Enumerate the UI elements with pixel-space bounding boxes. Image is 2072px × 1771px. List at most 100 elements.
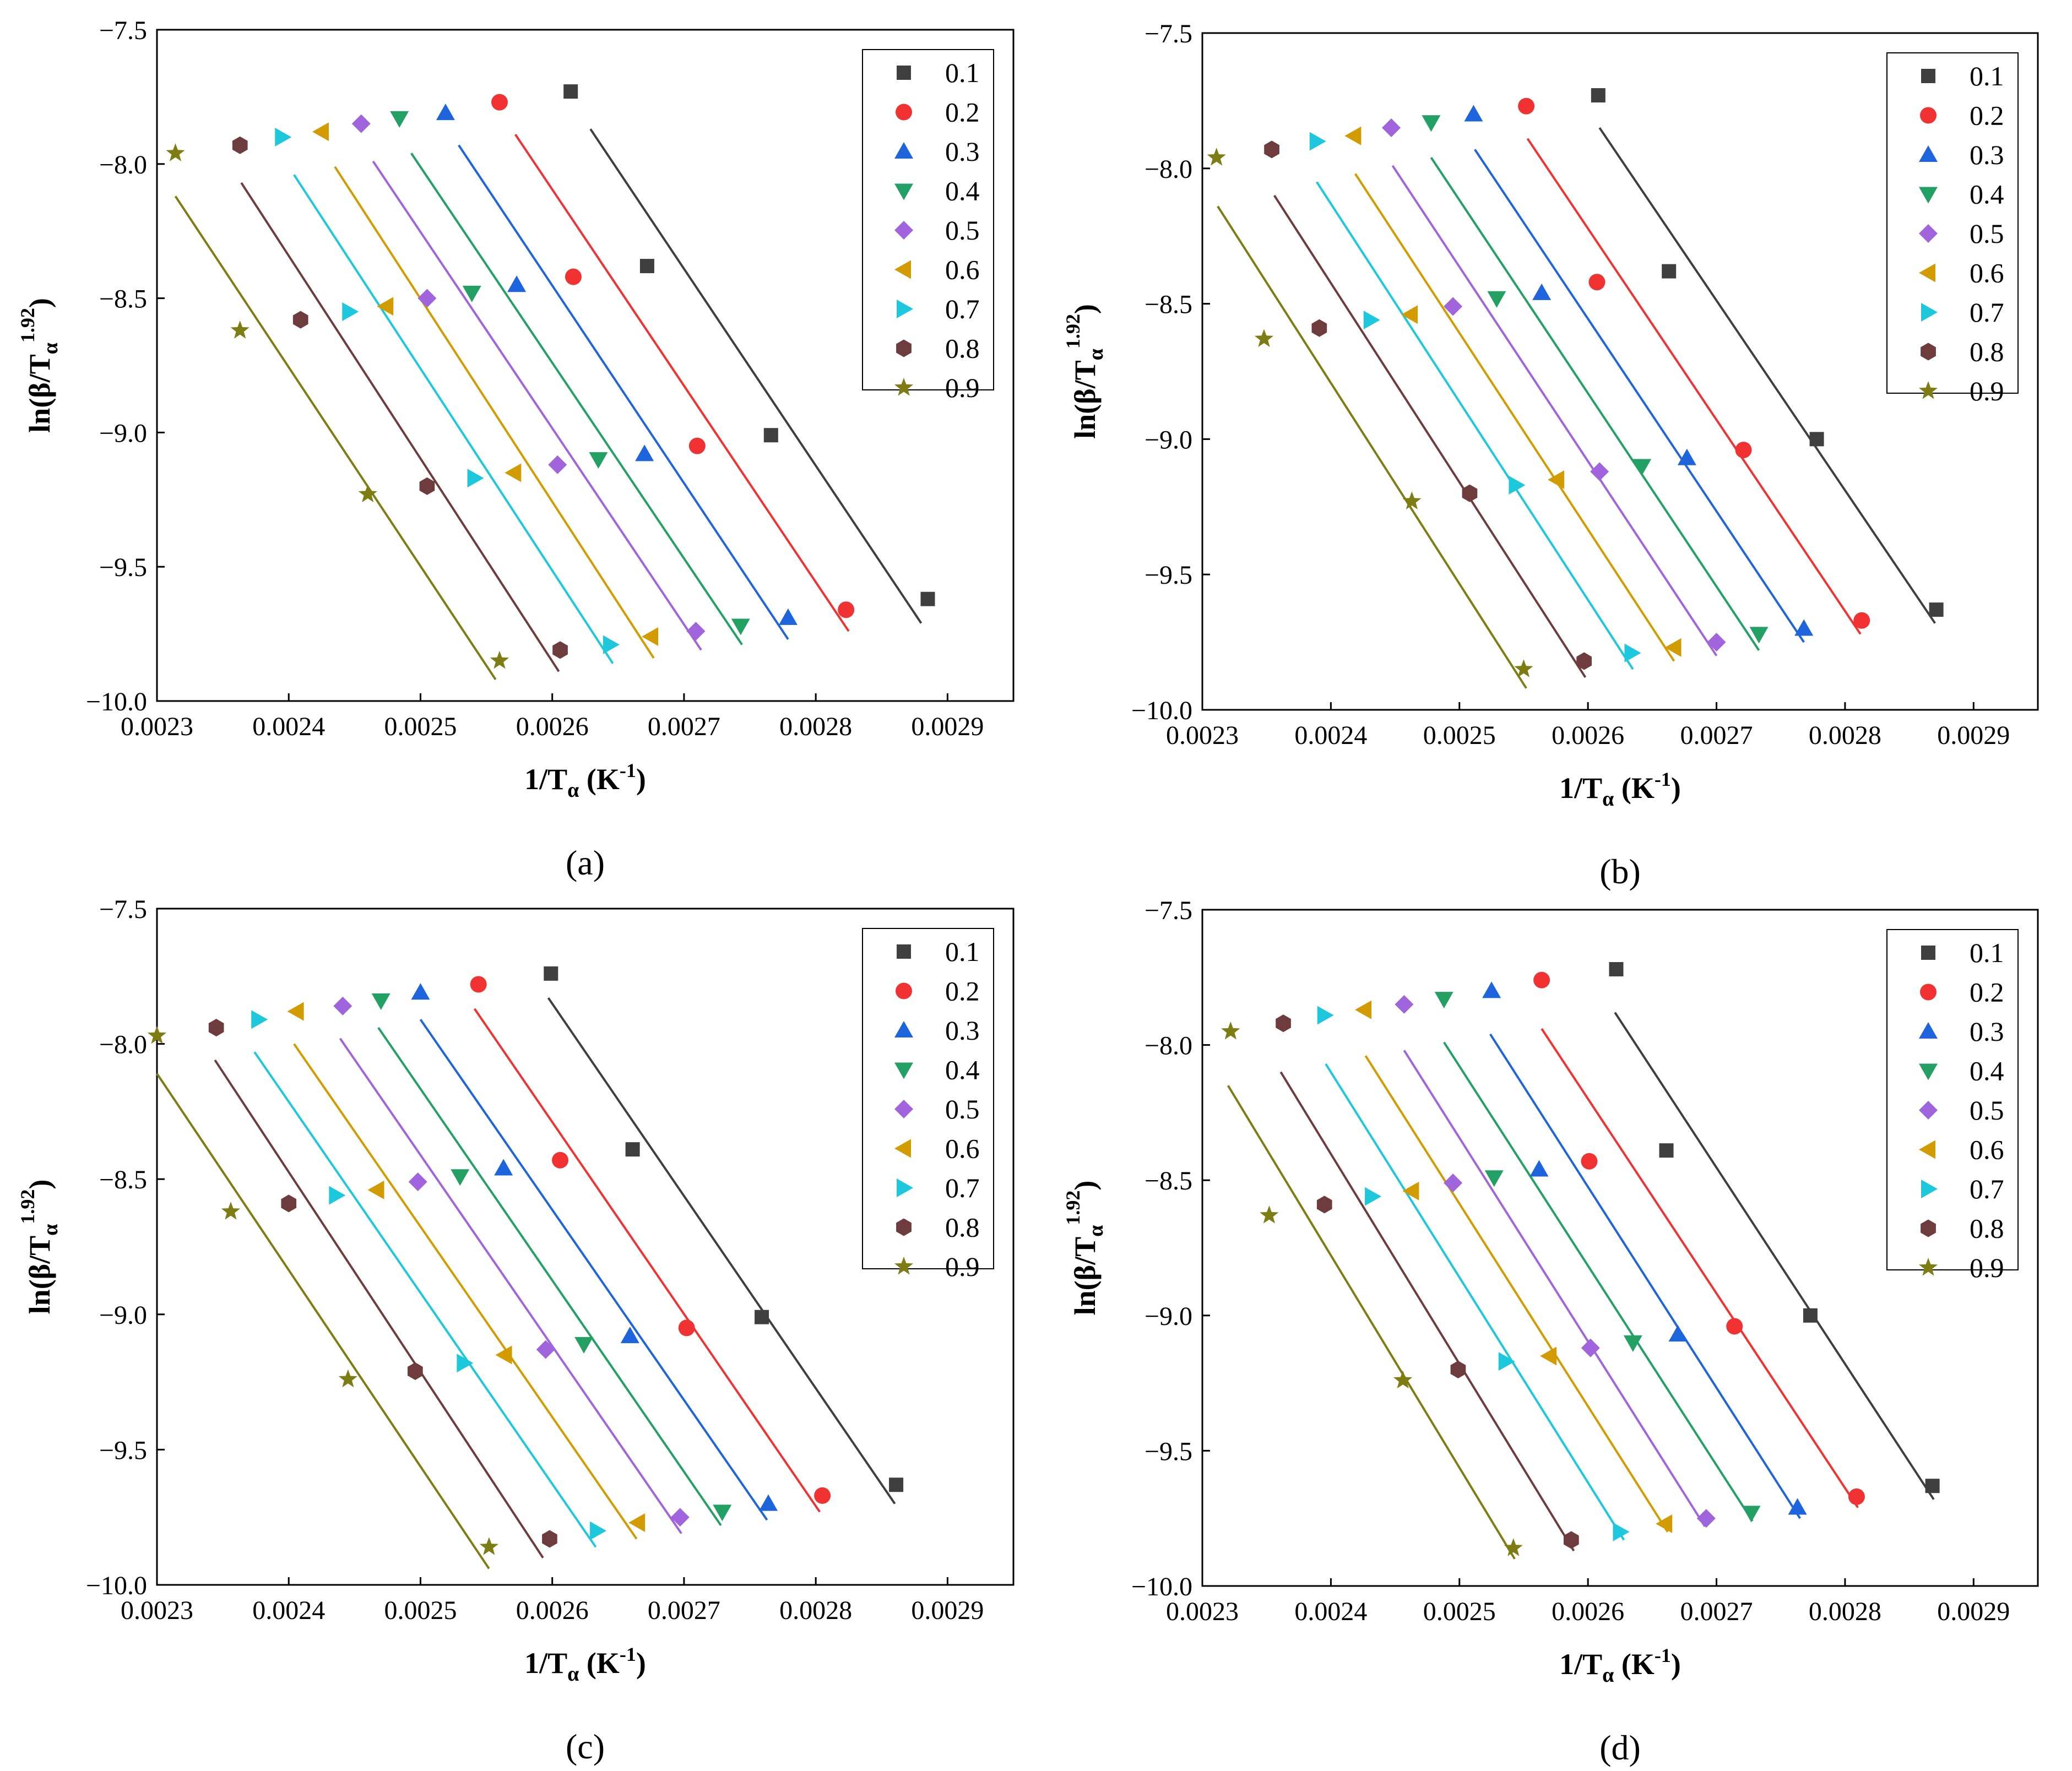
panel-label: (a) [566, 843, 605, 882]
legend-marker-0.5 [1919, 224, 1938, 243]
data-point-0.4 [1484, 1170, 1504, 1187]
data-point-0.9 [1221, 1022, 1240, 1040]
data-point-0.5 [1581, 1338, 1600, 1357]
data-point-0.1 [1662, 264, 1677, 279]
data-point-0.2 [678, 1319, 695, 1337]
fit-line-0.5 [1403, 1050, 1706, 1528]
legend-label: 0.9 [945, 372, 980, 403]
legend-marker-0.4 [1919, 187, 1938, 204]
data-point-0.8 [1450, 1361, 1466, 1378]
legend-label: 0.7 [1970, 1174, 2004, 1204]
legend-label: 0.6 [945, 254, 980, 285]
legend-marker-0.7 [1921, 303, 1938, 322]
y-tick-label: −7.5 [99, 16, 147, 45]
fit-line-0.9 [156, 1073, 490, 1569]
x-tick-label: 0.0027 [648, 712, 720, 741]
data-point-0.2 [1735, 442, 1752, 459]
legend-marker-0.7 [1921, 1180, 1938, 1198]
data-point-0.4 [1749, 627, 1769, 644]
legend-marker-0.9 [894, 1257, 914, 1275]
legend-label: 0.7 [1970, 297, 2004, 328]
data-point-0.4 [1434, 992, 1453, 1009]
y-tick-label: −9.5 [1145, 561, 1192, 590]
fit-line-0.4 [377, 1026, 722, 1526]
data-point-0.5 [536, 1340, 555, 1359]
data-point-0.8 [1316, 1196, 1332, 1214]
legend: 0.1 0.2 0.3 0.4 0.5 0.6 0.7 0.8 0.9 [862, 928, 994, 1282]
x-tick-label: 0.0029 [1937, 721, 2010, 750]
fit-line-0.4 [410, 153, 743, 645]
data-point-0.2 [470, 976, 487, 993]
data-point-0.5 [1707, 633, 1726, 652]
legend-label: 0.2 [945, 976, 980, 1007]
data-point-0.6 [377, 297, 394, 316]
x-tick-label: 0.0024 [252, 1596, 325, 1625]
x-tick-label: 0.0026 [1552, 721, 1624, 750]
fit-line-0.7 [293, 174, 614, 664]
x-tick-label: 0.0029 [911, 1596, 984, 1625]
legend-label: 0.3 [1970, 1016, 2004, 1047]
data-point-0.2 [1518, 97, 1535, 115]
data-point-0.2 [1588, 274, 1605, 291]
data-point-0.3 [635, 444, 654, 461]
x-tick-label: 0.0028 [779, 712, 852, 741]
data-point-0.8 [552, 641, 568, 659]
plot-frame [156, 29, 1015, 702]
x-tick-label: 0.0023 [1166, 721, 1239, 750]
data-point-0.1 [1803, 1308, 1818, 1323]
legend-label: 0.6 [945, 1133, 980, 1164]
fit-line-0.5 [372, 160, 702, 651]
data-point-0.4 [390, 111, 409, 128]
data-point-0.8 [1462, 484, 1478, 502]
legend-marker-0.9 [894, 378, 914, 396]
legend: 0.1 0.2 0.3 0.4 0.5 0.6 0.7 0.8 0.9 [1886, 929, 2019, 1283]
data-point-0.6 [628, 1513, 646, 1533]
fit-line-0.3 [419, 1019, 768, 1521]
data-point-0.2 [552, 1151, 569, 1169]
x-axis-label: 1/Tα (K-1) [1559, 1644, 1681, 1687]
legend-marker-0.2 [1920, 984, 1937, 1001]
data-point-0.4 [713, 1504, 732, 1522]
data-point-0.6 [287, 1002, 304, 1021]
legend-label: 0.7 [945, 294, 980, 324]
legend-label: 0.6 [1970, 1134, 2004, 1165]
x-tick-label: 0.0029 [1937, 1597, 2010, 1626]
data-point-0.7 [1624, 643, 1641, 662]
fit-line-0.7 [1316, 181, 1634, 670]
data-point-0.7 [1365, 1187, 1382, 1206]
data-point-0.9 [166, 143, 185, 161]
fit-line-0.9 [1227, 1085, 1516, 1560]
plot-frame [1201, 909, 2039, 1587]
data-point-0.1 [1809, 432, 1824, 447]
x-axis-label: 1/Tα (K-1) [524, 1643, 646, 1686]
data-point-0.5 [548, 455, 567, 474]
data-point-0.6 [1344, 126, 1362, 145]
y-tick-label: −8.5 [99, 1165, 147, 1194]
y-tick-label: −8.0 [99, 1030, 147, 1060]
fit-line-0.4 [1443, 1041, 1754, 1522]
y-tick-label: −8.0 [1145, 1031, 1192, 1061]
data-point-0.9 [338, 1369, 357, 1388]
data-point-0.7 [1498, 1352, 1515, 1371]
fit-line-0.6 [1354, 173, 1675, 662]
plot-frame [156, 908, 1015, 1586]
data-point-0.9 [147, 1025, 167, 1044]
data-point-0.3 [1482, 981, 1501, 998]
data-point-0.4 [451, 1169, 470, 1186]
legend-marker-0.6 [894, 1139, 911, 1158]
legend-marker-0.7 [897, 1178, 913, 1197]
x-tick-label: 0.0023 [1166, 1597, 1239, 1626]
chart-panel-b: 0.0023 0.0024 0.0025 0.0026 0.0027 0.0028 0.00… [1062, 19, 2039, 891]
data-point-0.2 [491, 94, 508, 111]
legend-label: 0.5 [945, 1094, 980, 1124]
data-point-0.6 [1664, 638, 1682, 657]
data-point-0.3 [1788, 1498, 1807, 1515]
y-tick-label: −9.5 [99, 1436, 147, 1465]
data-point-0.7 [467, 469, 484, 488]
plot-frame [1201, 32, 2039, 711]
data-point-0.5 [1382, 118, 1401, 138]
legend-marker-0.8 [896, 1218, 912, 1236]
legend-label: 0.2 [945, 97, 980, 128]
data-point-0.8 [1311, 319, 1327, 337]
